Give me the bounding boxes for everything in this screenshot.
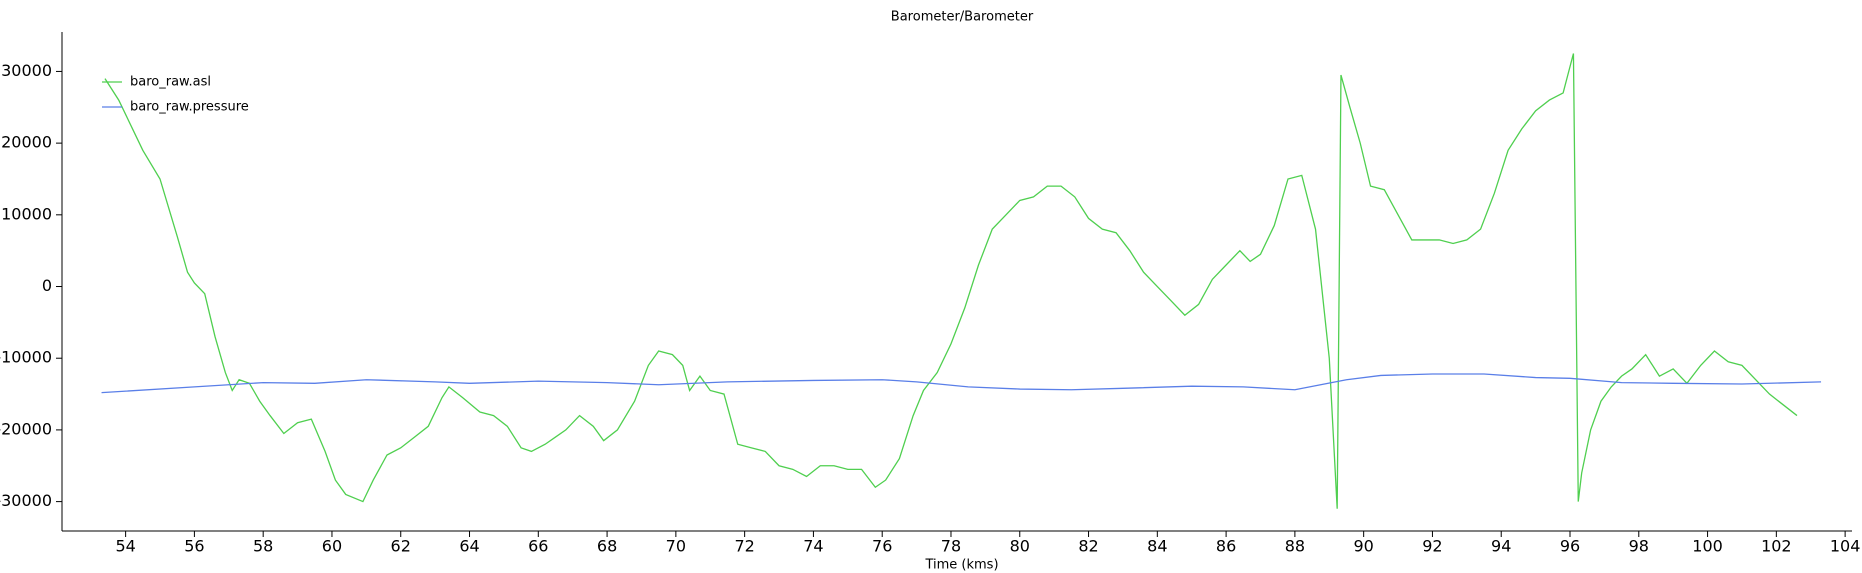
y-tick-label: 10000 — [1, 204, 52, 223]
x-tick-label: 64 — [459, 537, 479, 556]
x-tick-label: 78 — [941, 537, 961, 556]
x-tick-label: 62 — [391, 537, 411, 556]
x-tick-label: 70 — [666, 537, 686, 556]
x-tick-label: 82 — [1078, 537, 1098, 556]
y-tick-label: 20000 — [1, 133, 52, 152]
x-tick-label: 80 — [1010, 537, 1030, 556]
x-tick-label: 100 — [1692, 537, 1723, 556]
x-tick-label: 66 — [528, 537, 548, 556]
series-line — [101, 373, 1822, 394]
x-tick-label: 88 — [1285, 537, 1305, 556]
legend-label: baro_raw.pressure — [130, 100, 249, 115]
x-tick-label: 98 — [1629, 537, 1649, 556]
legend-label: baro_raw.asl — [130, 75, 211, 90]
y-tick-label: 0 — [42, 276, 52, 295]
y-tick-label: -20000 — [0, 419, 52, 438]
x-tick-label: 76 — [872, 537, 892, 556]
x-tick-label: 84 — [1147, 537, 1167, 556]
x-tick-label: 54 — [115, 537, 135, 556]
x-tick-label: 68 — [597, 537, 617, 556]
x-tick-label: 56 — [184, 537, 204, 556]
chart-title: Barometer/Barometer — [891, 10, 1034, 25]
x-axis-label: Time (kms) — [924, 558, 998, 573]
x-tick-label: 74 — [803, 537, 823, 556]
x-tick-label: 92 — [1422, 537, 1442, 556]
series-line — [104, 53, 1798, 509]
y-tick-label: -30000 — [0, 491, 52, 510]
y-tick-label: 30000 — [1, 61, 52, 80]
x-tick-label: 104 — [1830, 537, 1861, 556]
x-tick-label: 90 — [1353, 537, 1373, 556]
y-tick-label: -10000 — [0, 348, 52, 367]
x-tick-label: 94 — [1491, 537, 1511, 556]
x-tick-label: 58 — [253, 537, 273, 556]
x-tick-label: 72 — [734, 537, 754, 556]
x-tick-label: 60 — [322, 537, 342, 556]
x-tick-label: 86 — [1216, 537, 1236, 556]
x-tick-label: 102 — [1761, 537, 1792, 556]
x-tick-label: 96 — [1560, 537, 1580, 556]
